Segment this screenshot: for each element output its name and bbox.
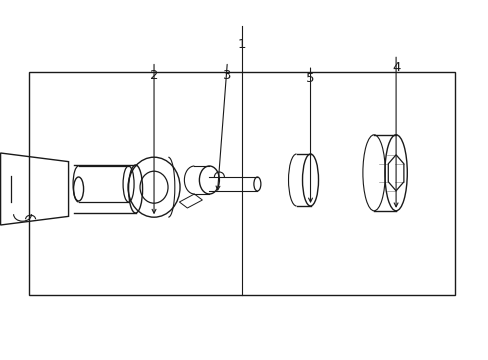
Text: 1: 1 [237, 38, 246, 51]
Text: 5: 5 [305, 72, 314, 85]
Bar [29, 72, 454, 295]
Text: 4: 4 [391, 62, 400, 75]
Text: 3: 3 [223, 69, 231, 82]
Text: 2: 2 [149, 69, 158, 82]
